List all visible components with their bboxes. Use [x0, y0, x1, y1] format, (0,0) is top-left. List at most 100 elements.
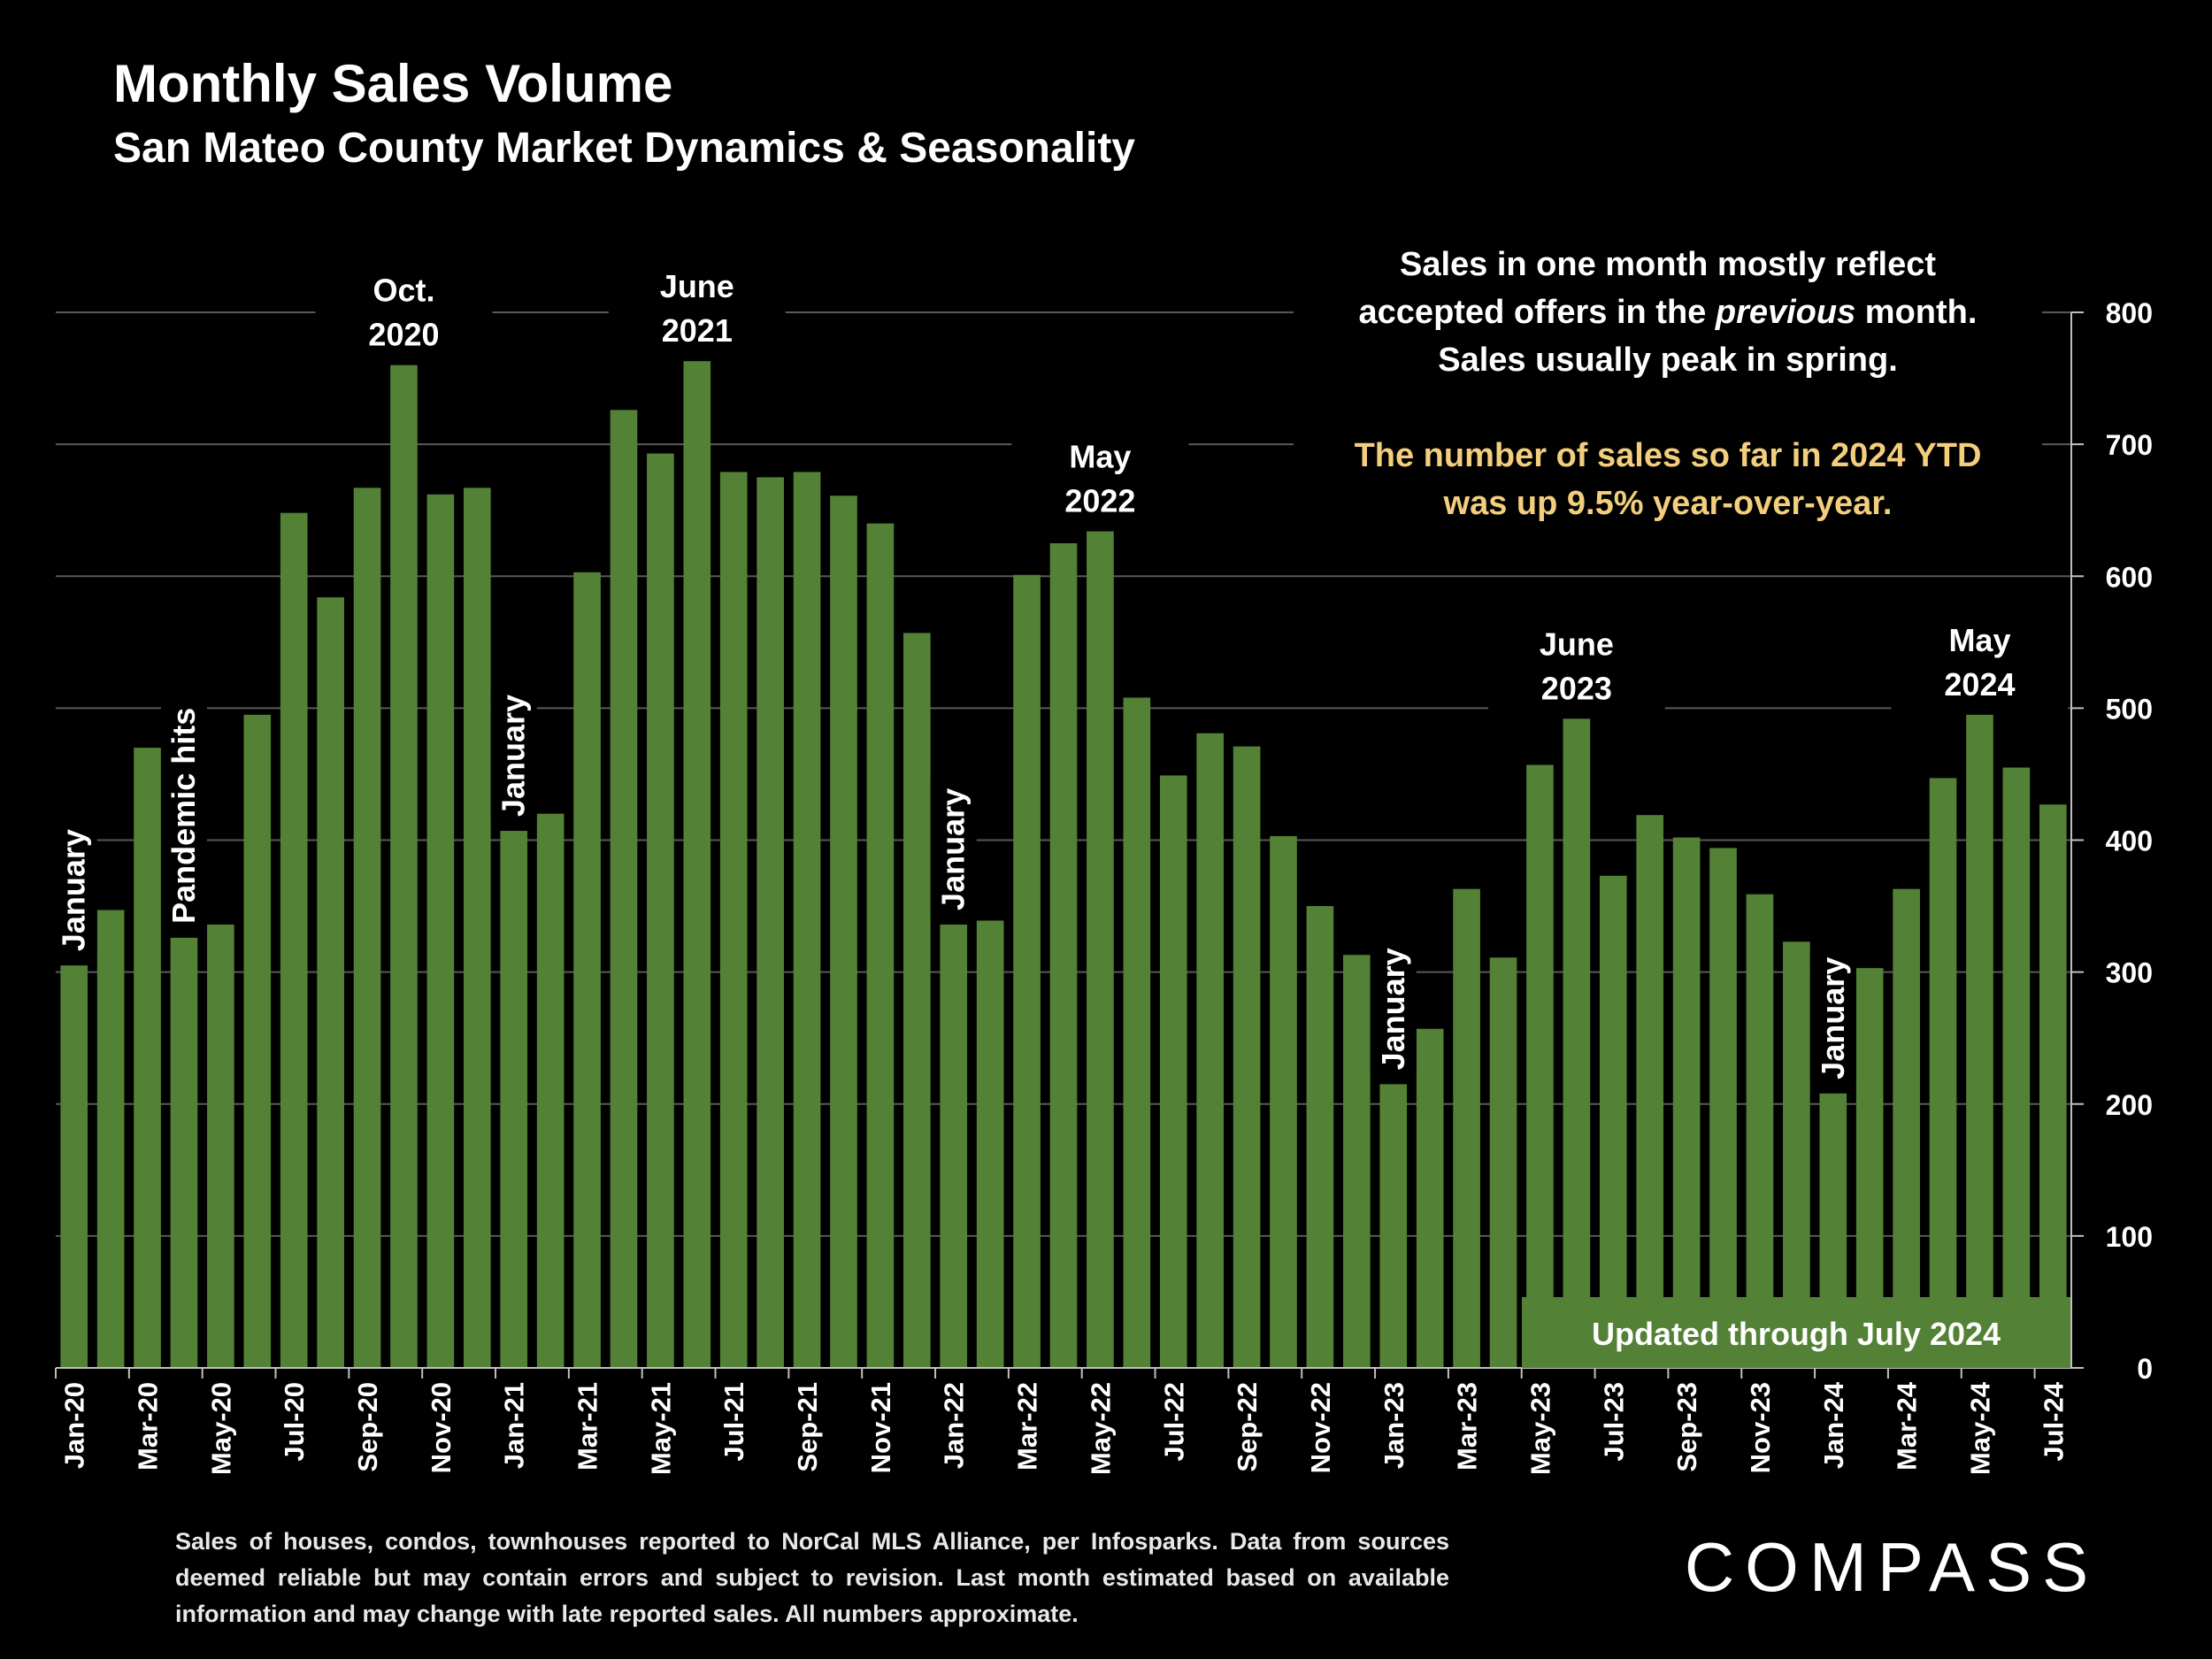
x-tick-label: Mar-20 — [133, 1382, 164, 1471]
bar-aug-21 — [757, 477, 784, 1368]
annotation: Oct. 2020 — [315, 262, 493, 360]
annotation-year: 2021 — [662, 312, 733, 349]
bar-oct-21 — [830, 495, 857, 1368]
bar-may-20 — [207, 924, 234, 1368]
bar-aug-20 — [317, 597, 344, 1368]
annotation: June 2023 — [1487, 616, 1665, 714]
annotation-background — [1370, 942, 1417, 1074]
x-tick-label: Sep-23 — [1671, 1382, 1702, 1472]
bar-mar-20 — [134, 748, 161, 1368]
bar-may-23 — [1526, 764, 1554, 1368]
bar-dec-22 — [1343, 955, 1371, 1368]
axes: 0 100 200 300 400 500 600 700 800 Jan-20 Mar-20 May… — [55, 297, 2153, 1475]
bar-nov-21 — [866, 523, 895, 1368]
updated-label: Updated through July 2024 — [1592, 1316, 2001, 1352]
chart-title: Monthly Sales Volume — [113, 54, 673, 113]
bar-sep-20 — [353, 488, 381, 1368]
annotation-label: January — [1375, 948, 1411, 1070]
x-tick-label: Mar-24 — [1892, 1381, 1923, 1471]
x-tick-label: Sep-22 — [1232, 1382, 1263, 1472]
x-tick-label: Jul-21 — [718, 1382, 749, 1462]
bar-feb-23 — [1416, 1028, 1444, 1368]
seasonality-note: Sales in one month mostly reflect accept… — [1301, 241, 2035, 384]
note-line-3: Sales usually peak in spring. — [1438, 342, 1898, 379]
bar-jun-20 — [243, 714, 272, 1368]
bar-may-21 — [647, 453, 674, 1368]
annotations: January Pandemic hits Oct. 2020 January June 2… — [50, 258, 2069, 1083]
annotation-background — [1809, 951, 1856, 1083]
bar-nov-20 — [426, 494, 455, 1368]
bar-nov-23 — [1746, 894, 1774, 1368]
x-tick-label: Jan-24 — [1818, 1381, 1849, 1469]
x-tick-label: Jan-22 — [939, 1382, 970, 1469]
y-tick-label: 800 — [2106, 297, 2153, 329]
annotation-label: January — [495, 695, 532, 817]
highlight-line-1: The number of sales so far in 2024 YTD — [1354, 437, 1982, 474]
annotation-background — [1011, 428, 1189, 526]
annotation-background — [490, 688, 537, 821]
x-tick-label: May-22 — [1085, 1382, 1116, 1475]
bar-jul-24 — [2039, 804, 2067, 1368]
x-tick-label: Nov-21 — [865, 1382, 896, 1473]
annotation-background — [1891, 611, 2069, 710]
x-tick-label: Jul-23 — [1598, 1382, 1629, 1462]
annotation-background — [315, 262, 493, 360]
x-tick-label: May-20 — [205, 1382, 236, 1475]
x-tick-label: Nov-23 — [1745, 1382, 1776, 1473]
note-line-2-pre: accepted offers in the — [1358, 294, 1716, 331]
bar-mar-23 — [1453, 888, 1480, 1368]
annotation-label: June — [660, 268, 734, 304]
bar-feb-21 — [536, 813, 565, 1368]
x-tick-label: Jan-23 — [1379, 1382, 1409, 1469]
bar-sep-23 — [1672, 837, 1701, 1368]
x-tick-label: Mar-23 — [1452, 1382, 1483, 1471]
y-tick-label: 600 — [2106, 561, 2153, 593]
annotation-label: May — [1948, 622, 2010, 658]
bar-jun-23 — [1563, 718, 1591, 1368]
bar-jan-21 — [500, 831, 528, 1368]
highlight-line-2: was up 9.5% year-over-year. — [1443, 485, 1893, 522]
annotation-background — [50, 824, 97, 956]
annotation-background — [608, 258, 786, 357]
bar-oct-22 — [1270, 836, 1297, 1368]
annotation: June 2021 — [608, 258, 786, 357]
annotation-label: January — [935, 788, 972, 910]
bar-feb-22 — [976, 920, 1004, 1368]
bar-sep-22 — [1233, 746, 1261, 1368]
bar-may-22 — [1087, 531, 1114, 1368]
x-tick-label: Jul-24 — [2038, 1381, 2069, 1461]
x-tick-label: May-24 — [1964, 1381, 1995, 1475]
bars — [60, 361, 2067, 1368]
bar-jun-21 — [683, 361, 711, 1368]
bar-mar-21 — [573, 572, 601, 1368]
annotation-label: June — [1540, 626, 1614, 662]
annotation-label: May — [1069, 439, 1131, 475]
annotation: May 2024 — [1891, 611, 2069, 710]
compass-logo-text: COMPASS — [1685, 1528, 2099, 1606]
annotation-background — [160, 702, 207, 927]
bar-aug-23 — [1636, 815, 1664, 1368]
bar-apr-24 — [1929, 778, 1957, 1368]
x-tick-label: May-23 — [1525, 1382, 1555, 1475]
bar-mar-24 — [1893, 888, 1920, 1368]
bar-oct-23 — [1709, 848, 1737, 1368]
annotation-label: January — [1815, 957, 1851, 1079]
annotation: Pandemic hits — [160, 702, 207, 927]
y-tick-label: 300 — [2106, 957, 2153, 989]
bar-jun-24 — [2002, 767, 2031, 1368]
y-tick-label: 400 — [2106, 826, 2153, 857]
y-tick-label: 0 — [2137, 1353, 2153, 1385]
annotation: January — [1809, 951, 1856, 1083]
annotation-year: 2020 — [368, 317, 439, 353]
y-tick-label: 100 — [2106, 1221, 2153, 1253]
annotation: January — [1370, 942, 1417, 1074]
note-line-1: Sales in one month mostly reflect — [1399, 246, 1937, 283]
bar-jul-21 — [719, 472, 748, 1368]
annotation-background — [930, 782, 977, 914]
bar-apr-22 — [1049, 542, 1078, 1368]
y-tick-label: 200 — [2106, 1089, 2153, 1121]
notes-backdrop — [1294, 237, 2042, 526]
chart-subtitle: San Mateo County Market Dynamics & Seaso… — [113, 125, 1135, 172]
updated-box-background — [1522, 1297, 2070, 1368]
y-tick-label: 700 — [2106, 429, 2153, 461]
